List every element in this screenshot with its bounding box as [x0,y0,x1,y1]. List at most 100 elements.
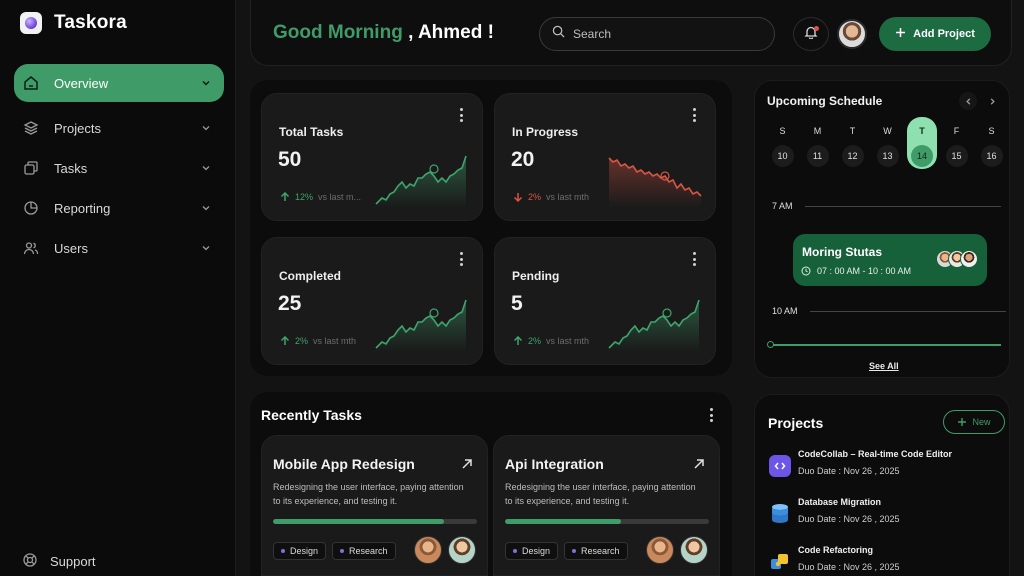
day-letter: T [919,126,925,136]
more-options-icon[interactable] [708,408,714,422]
time-slot: 10 AM [772,306,1006,316]
sidebar-item-overview[interactable]: Overview [14,64,224,102]
project-due-date: Duo Date : Nov 26 , 2025 [798,562,900,572]
stat-trend: 2% vs last mth [513,336,589,346]
chevron-down-icon[interactable] [200,242,212,254]
project-item[interactable]: Code Refactoring Duo Date : Nov 26 , 202… [769,543,1005,576]
search-box[interactable] [539,17,775,51]
tag-label: Design [522,546,551,556]
day-thursday-selected[interactable]: T 14 [907,117,937,169]
day-wednesday[interactable]: W 13 [870,121,905,169]
stat-title: Completed [279,269,342,283]
day-number: 14 [911,145,933,167]
project-item[interactable]: CodeCollab – Real-time Code Editor Duo D… [769,447,1005,487]
pie-chart-icon [22,199,40,217]
sidebar-item-users[interactable]: Users [14,228,224,268]
sidebar-item-reporting[interactable]: Reporting [14,188,224,228]
chevron-down-icon[interactable] [200,122,212,134]
timeline-handle[interactable] [767,341,774,348]
recent-tasks-panel: Recently Tasks Mobile App Redesign Redes… [250,392,732,576]
home-icon [22,74,40,92]
day-friday[interactable]: F 15 [939,121,974,169]
stat-title: In Progress [512,125,579,139]
tag[interactable]: Design [273,542,327,560]
notifications-button[interactable] [793,17,829,51]
day-sunday[interactable]: S 10 [765,121,800,169]
day-monday[interactable]: M 11 [800,121,835,169]
more-options-icon[interactable] [691,252,697,266]
stat-note: vs last mth [546,336,590,346]
stat-value: 20 [511,148,535,171]
chevron-down-icon[interactable] [200,77,212,89]
arrow-up-right-icon[interactable] [693,458,705,470]
timeline-slider[interactable] [767,341,1001,348]
new-project-button[interactable]: New [943,410,1005,434]
greeting: Good Morning , Ahmed ! [273,22,494,44]
stat-card-in-progress[interactable]: In Progress 20 2% vs last mth [494,93,716,221]
assignee-avatars [414,536,476,564]
stat-note: vs last mth [313,336,357,346]
day-number: 10 [771,145,794,167]
user-avatar[interactable] [837,19,867,49]
day-letter: T [849,126,856,136]
day-number: 16 [980,145,1003,167]
task-description: Redesigning the user interface, paying a… [505,482,696,506]
day-saturday[interactable]: S 16 [974,121,1009,169]
more-options-icon[interactable] [458,108,464,122]
task-card[interactable]: Api Integration Redesigning the user int… [493,435,720,576]
search-input[interactable] [573,27,753,41]
stat-card-completed[interactable]: Completed 25 2% vs last mth [261,237,483,365]
avatar[interactable] [646,536,674,564]
stat-note: vs last mth [546,192,590,202]
arrow-up-right-icon[interactable] [461,458,473,470]
day-tuesday[interactable]: T 12 [835,121,870,169]
chevron-down-icon[interactable] [200,162,212,174]
stats-panel: Total Tasks 50 12% vs last m... In Progr… [250,80,732,376]
avatar[interactable] [448,536,476,564]
greeting-text: Good Morning [273,22,403,43]
arrow-up-icon [280,336,290,345]
task-title: Mobile App Redesign [273,456,415,472]
day-number: 13 [876,145,899,167]
sidebar-item-tasks[interactable]: Tasks [14,148,224,188]
section-title: Recently Tasks [261,407,362,423]
avatar[interactable] [680,536,708,564]
tag[interactable]: Research [564,542,628,560]
avatar[interactable] [960,250,978,268]
task-card[interactable]: Mobile App Redesign Redesigning the user… [261,435,488,576]
time-divider [809,310,1006,312]
project-name: Database Migration [798,497,882,507]
add-project-button[interactable]: Add Project [879,17,991,51]
day-letter: S [988,126,995,136]
arrow-up-icon [280,192,290,201]
schedule-event[interactable]: Moring Stutas 07 : 00 AM - 10 : 00 AM [793,234,987,286]
database-icon [769,503,791,525]
see-all-link[interactable]: See All [869,361,899,371]
support-link[interactable]: Support [22,552,96,571]
next-week-button[interactable] [983,92,1001,110]
app-logo[interactable]: Taskora [20,12,127,34]
sidebar: Taskora Overview Projects Tasks [0,0,236,576]
stat-trend: 12% vs last m... [280,192,361,202]
more-options-icon[interactable] [691,108,697,122]
stat-card-pending[interactable]: Pending 5 2% vs last mth [494,237,716,365]
sidebar-nav: Overview Projects Tasks [14,64,224,268]
tag[interactable]: Research [332,542,396,560]
stat-card-total-tasks[interactable]: Total Tasks 50 12% vs last m... [261,93,483,221]
users-icon [22,239,40,257]
more-options-icon[interactable] [458,252,464,266]
clock-icon [801,266,811,276]
tag[interactable]: Design [505,542,559,560]
sidebar-item-label: Reporting [54,200,111,216]
progress-fill [273,519,445,524]
project-item[interactable]: Database Migration Duo Date : Nov 26 , 2… [769,495,1005,535]
sparkline-chart [608,299,700,352]
previous-week-button[interactable] [959,92,977,110]
avatar[interactable] [414,536,442,564]
stat-change: 12% [295,192,314,202]
add-project-label: Add Project [913,28,975,40]
chevron-left-icon [965,97,970,105]
task-description: Redesigning the user interface, paying a… [273,482,464,506]
sidebar-item-projects[interactable]: Projects [14,108,224,148]
chevron-down-icon[interactable] [200,202,212,214]
